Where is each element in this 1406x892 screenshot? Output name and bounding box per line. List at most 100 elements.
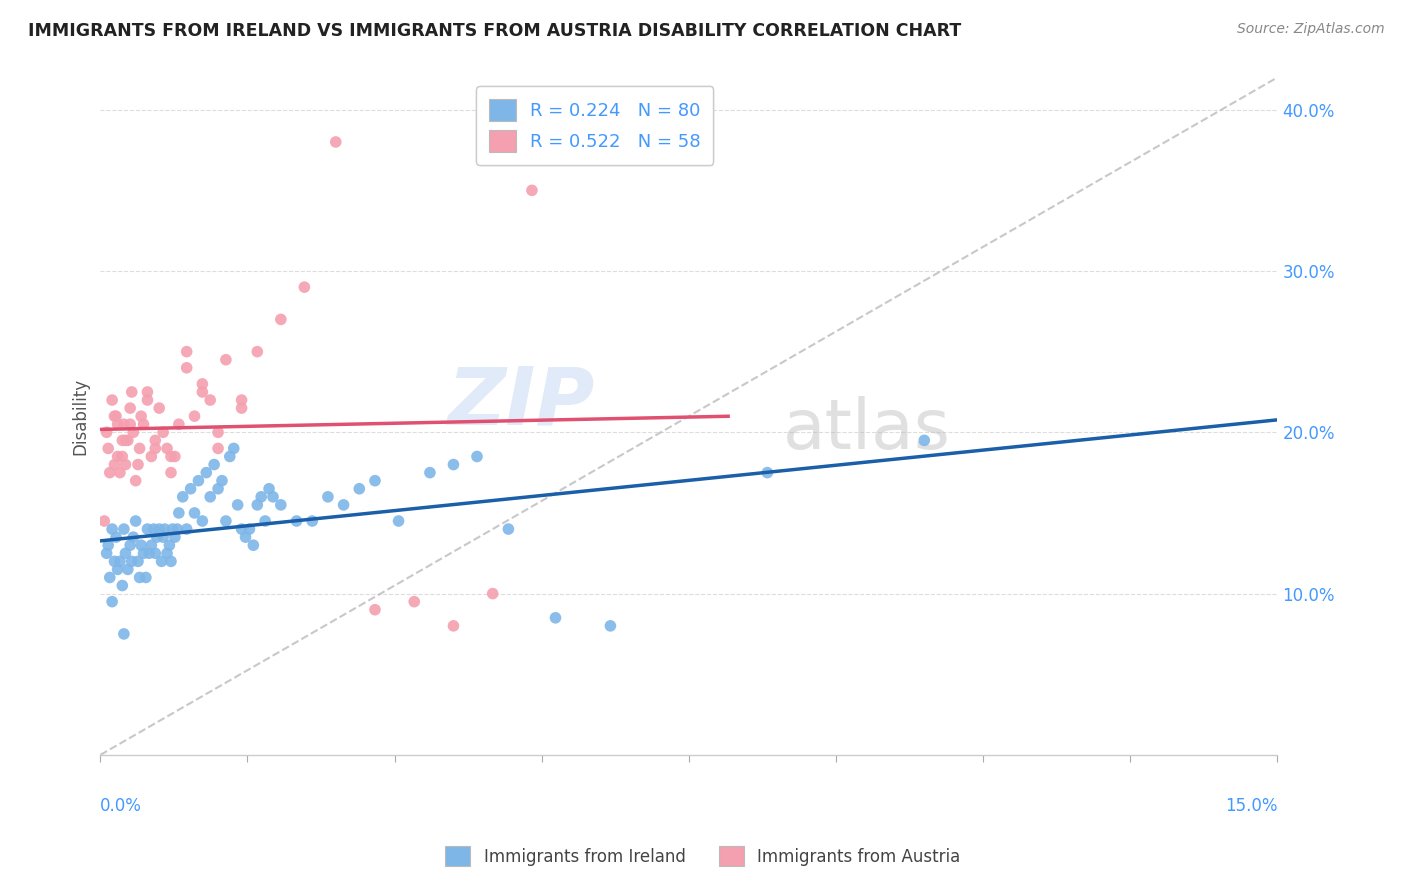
Point: [187, 474, 209, 488]
Point: [150, 554, 173, 568]
Point: [238, 522, 260, 536]
Point: [231, 522, 253, 536]
Point: [544, 611, 567, 625]
Point: [152, 425, 174, 440]
Point: [107, 450, 129, 464]
Point: [127, 458, 149, 472]
Point: [141, 538, 163, 552]
Point: [167, 417, 190, 432]
Text: 0.0%: 0.0%: [100, 797, 142, 814]
Point: [364, 474, 387, 488]
Point: [332, 498, 354, 512]
Point: [111, 450, 134, 464]
Point: [136, 384, 159, 399]
Point: [105, 530, 128, 544]
Point: [191, 514, 214, 528]
Point: [112, 522, 135, 536]
Point: [235, 530, 257, 544]
Point: [103, 458, 125, 472]
Point: [195, 466, 218, 480]
Point: [163, 450, 186, 464]
Point: [120, 401, 142, 416]
Point: [167, 506, 190, 520]
Point: [180, 482, 202, 496]
Point: [246, 344, 269, 359]
Point: [207, 442, 229, 456]
Point: [114, 546, 136, 560]
Point: [96, 546, 118, 560]
Text: Source: ZipAtlas.com: Source: ZipAtlas.com: [1237, 22, 1385, 37]
Point: [143, 442, 166, 456]
Point: [183, 409, 205, 424]
Point: [160, 466, 183, 480]
Point: [142, 522, 165, 536]
Point: [183, 506, 205, 520]
Point: [191, 376, 214, 391]
Point: [160, 450, 183, 464]
Point: [111, 578, 134, 592]
Point: [148, 522, 170, 536]
Point: [101, 392, 124, 407]
Point: [103, 409, 125, 424]
Point: [191, 384, 214, 399]
Text: IMMIGRANTS FROM IRELAND VS IMMIGRANTS FROM AUSTRIA DISABILITY CORRELATION CHART: IMMIGRANTS FROM IRELAND VS IMMIGRANTS FR…: [28, 22, 962, 40]
Point: [498, 522, 520, 536]
Point: [105, 409, 128, 424]
Point: [250, 490, 273, 504]
Point: [152, 530, 174, 544]
Point: [270, 498, 292, 512]
Point: [222, 442, 245, 456]
Legend: R = 0.224   N = 80, R = 0.522   N = 58: R = 0.224 N = 80, R = 0.522 N = 58: [477, 87, 713, 165]
Point: [129, 538, 152, 552]
Point: [143, 434, 166, 448]
Point: [136, 522, 159, 536]
Point: [419, 466, 441, 480]
Point: [107, 417, 129, 432]
Point: [148, 401, 170, 416]
Point: [124, 474, 146, 488]
Point: [132, 546, 155, 560]
Point: [292, 280, 315, 294]
Text: 15.0%: 15.0%: [1225, 797, 1278, 814]
Point: [121, 554, 143, 568]
Point: [156, 442, 179, 456]
Point: [96, 425, 118, 440]
Point: [107, 562, 129, 576]
Point: [122, 530, 145, 544]
Point: [226, 498, 249, 512]
Point: [93, 514, 115, 528]
Point: [117, 434, 139, 448]
Point: [481, 586, 503, 600]
Y-axis label: Disability: Disability: [72, 377, 89, 455]
Point: [176, 344, 198, 359]
Point: [128, 570, 150, 584]
Point: [215, 352, 238, 367]
Point: [153, 522, 176, 536]
Point: [111, 434, 134, 448]
Point: [200, 392, 222, 407]
Point: [108, 554, 131, 568]
Point: [176, 522, 198, 536]
Point: [349, 482, 371, 496]
Point: [156, 546, 179, 560]
Point: [301, 514, 323, 528]
Point: [97, 538, 120, 552]
Point: [114, 458, 136, 472]
Point: [520, 183, 543, 197]
Point: [108, 466, 131, 480]
Point: [242, 538, 264, 552]
Point: [97, 442, 120, 456]
Point: [172, 490, 194, 504]
Point: [135, 570, 157, 584]
Point: [207, 425, 229, 440]
Point: [98, 570, 121, 584]
Point: [124, 514, 146, 528]
Point: [912, 434, 935, 448]
Point: [443, 458, 465, 472]
Point: [160, 554, 183, 568]
Point: [101, 522, 124, 536]
Point: [162, 522, 184, 536]
Point: [465, 450, 488, 464]
Point: [163, 530, 186, 544]
Point: [101, 595, 124, 609]
